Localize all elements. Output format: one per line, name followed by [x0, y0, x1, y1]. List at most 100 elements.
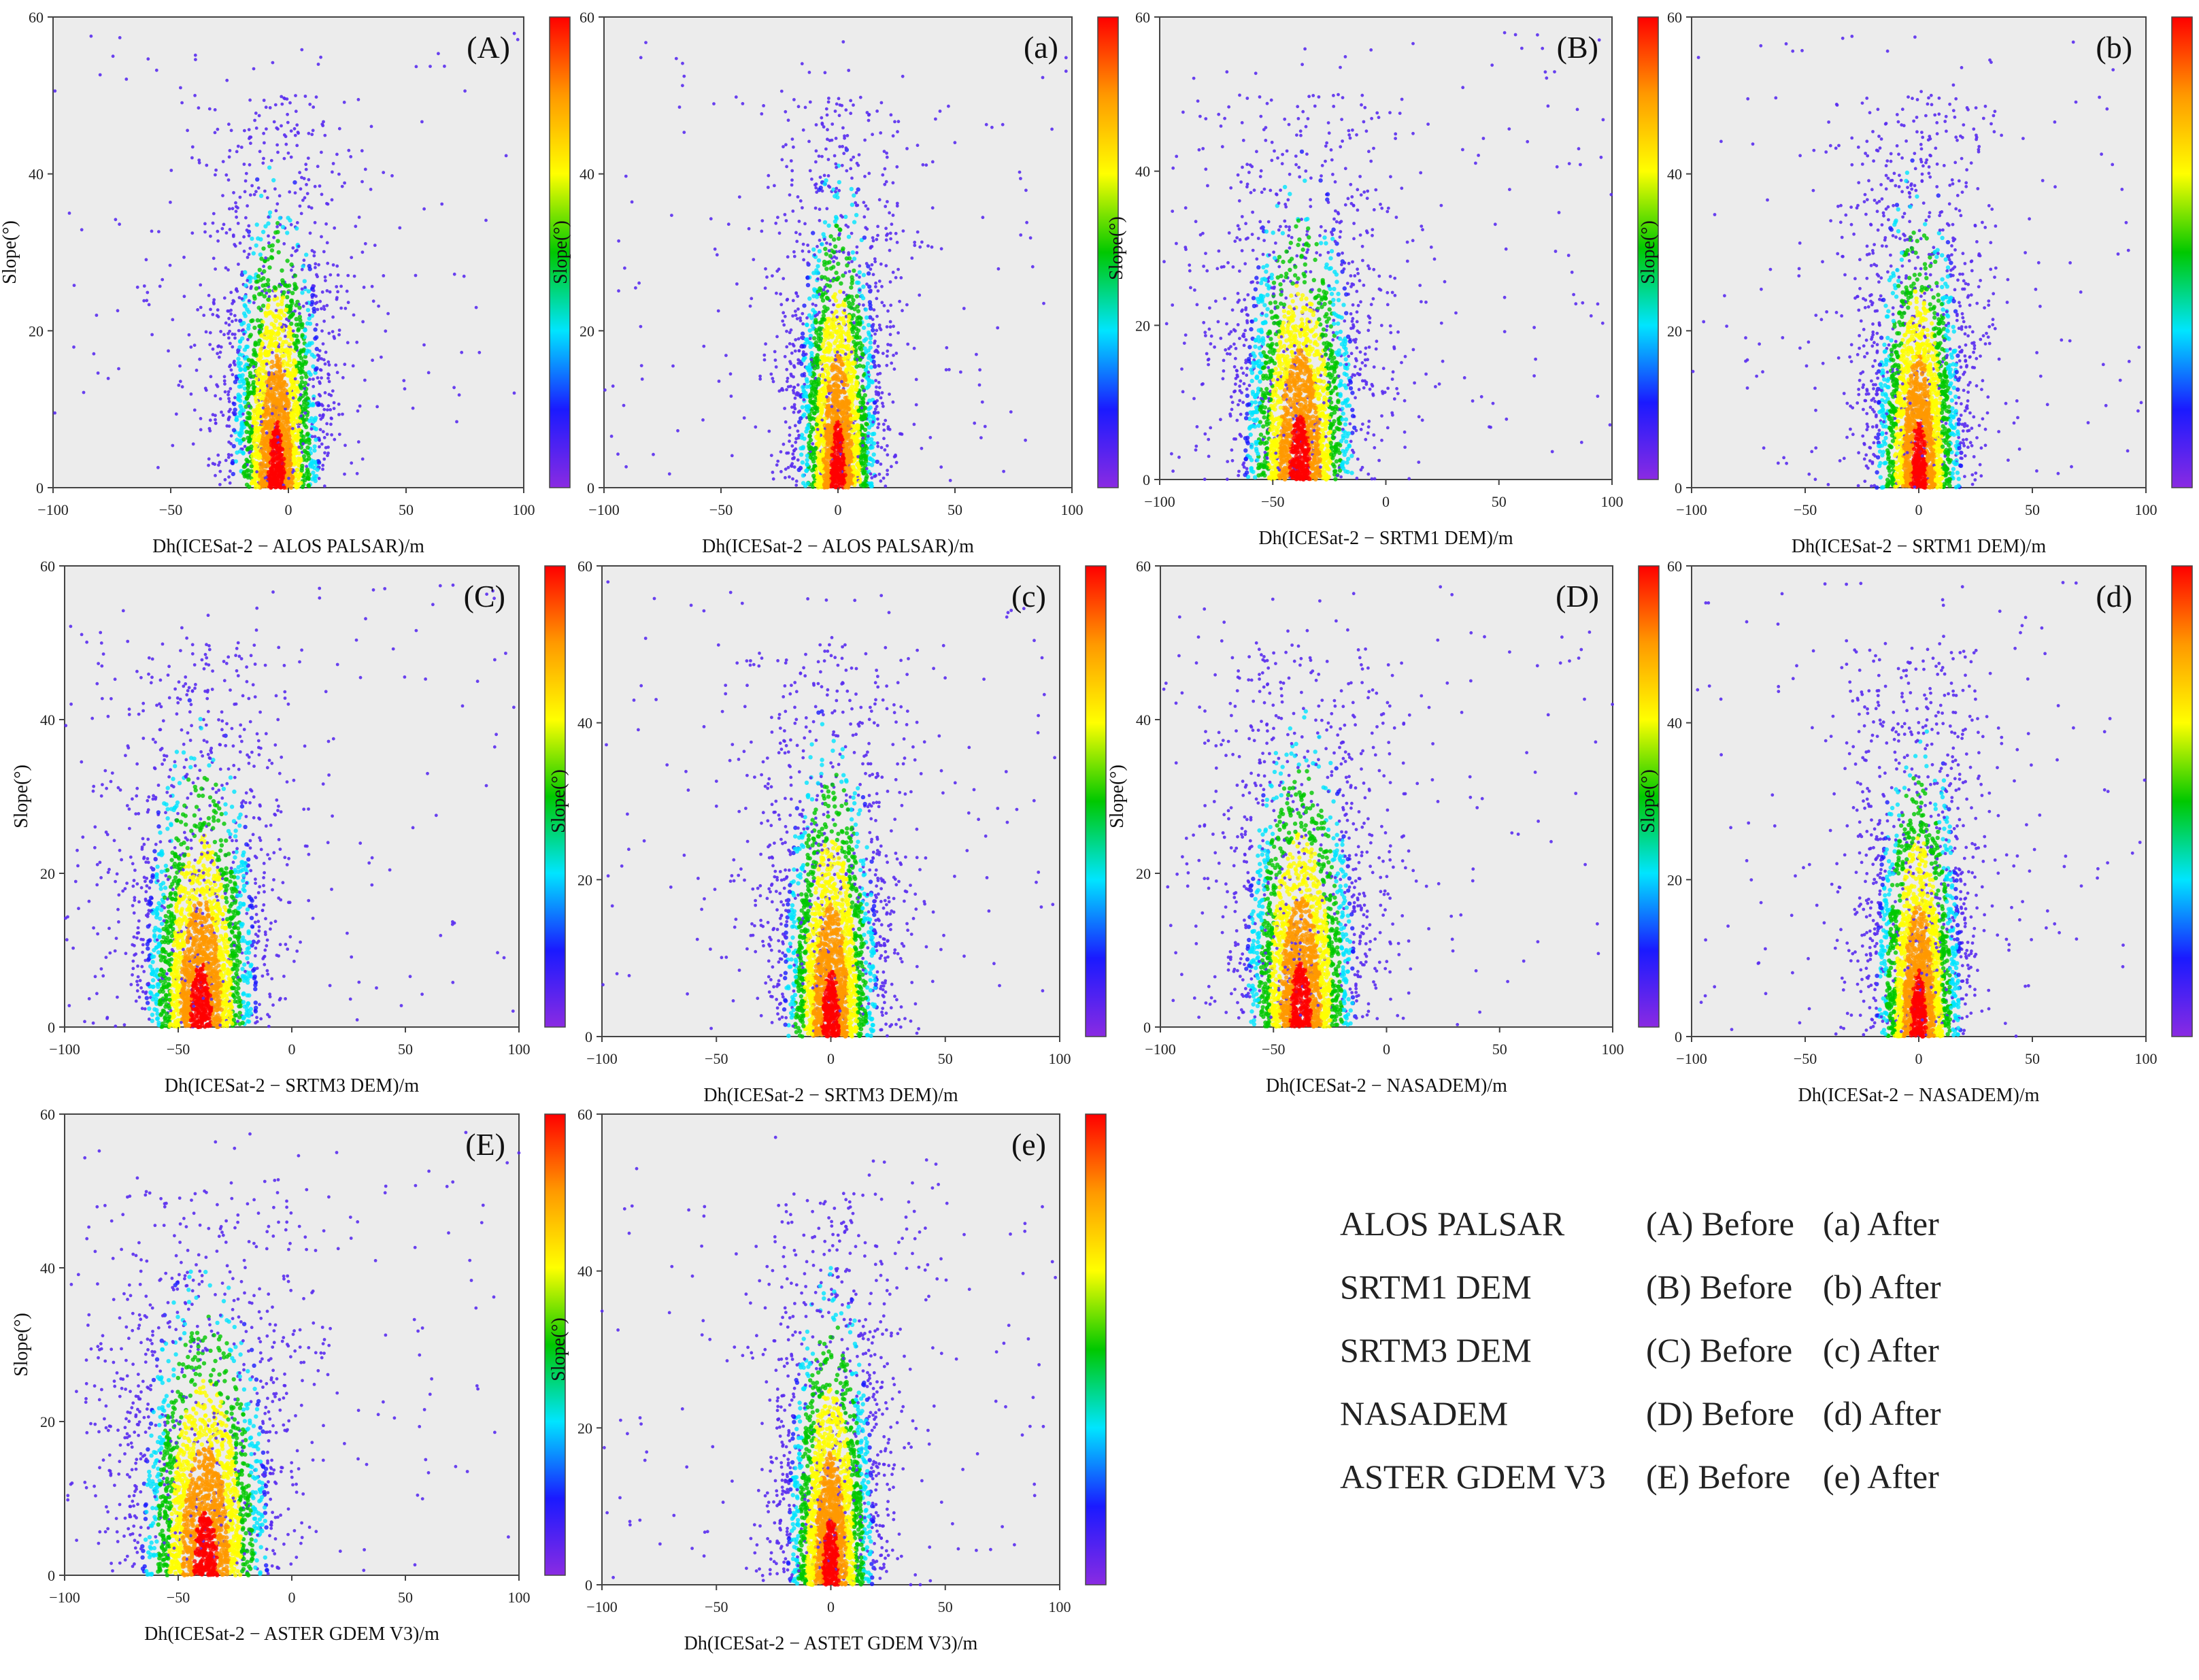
data-point [226, 309, 229, 313]
data-point [824, 358, 828, 362]
data-point [207, 457, 211, 460]
data-point [232, 444, 236, 448]
data-point [886, 444, 889, 448]
data-point [236, 356, 240, 360]
data-point [275, 309, 278, 312]
data-point [847, 324, 851, 328]
data-point [873, 257, 877, 261]
data-point [215, 383, 218, 386]
data-point [875, 110, 879, 113]
data-point [248, 335, 252, 339]
data-point [252, 438, 256, 442]
data-point [256, 274, 261, 278]
data-point [248, 234, 251, 237]
data-point [193, 343, 197, 347]
data-point [145, 299, 148, 302]
data-point [827, 174, 830, 178]
data-point [246, 279, 249, 282]
data-point [307, 289, 311, 293]
data-point [310, 427, 314, 431]
data-point [814, 161, 818, 164]
data-point [323, 451, 326, 454]
data-point [886, 354, 889, 358]
data-point [294, 346, 298, 350]
data-point [867, 119, 871, 122]
data-point [244, 180, 248, 183]
data-point [330, 417, 333, 420]
data-point [307, 370, 311, 374]
legend-dem-name: SRTM3 DEM [1340, 1330, 1532, 1370]
data-point [808, 434, 812, 438]
data-point [640, 364, 643, 367]
data-point [1009, 410, 1013, 414]
data-point [984, 425, 987, 429]
data-point [199, 306, 203, 309]
data-point [928, 436, 932, 439]
data-point [785, 219, 788, 222]
data-point [322, 305, 326, 308]
data-point [232, 191, 235, 195]
data-point [286, 121, 290, 124]
data-point [296, 328, 300, 332]
data-point [118, 36, 122, 39]
legend-after: (b) After [1823, 1267, 1941, 1307]
data-point [271, 351, 274, 354]
data-point [622, 404, 626, 407]
data-point [767, 430, 771, 433]
data-point [850, 281, 854, 285]
data-point [788, 433, 792, 437]
data-point [237, 222, 240, 225]
data-point [212, 256, 216, 260]
data-point [810, 178, 813, 181]
data-point [834, 110, 837, 113]
data-point [291, 427, 295, 431]
data-point [343, 101, 346, 104]
data-point [864, 422, 868, 426]
data-point [412, 407, 415, 410]
data-point [277, 250, 281, 254]
data-point [233, 360, 236, 363]
data-point [188, 333, 191, 337]
data-point [276, 303, 280, 307]
data-point [295, 322, 299, 326]
data-point [273, 187, 277, 190]
data-point [202, 314, 205, 317]
data-point [300, 48, 303, 52]
data-point [818, 154, 821, 158]
data-point [252, 251, 256, 255]
data-point [280, 278, 284, 282]
data-point [241, 379, 246, 383]
data-point [265, 326, 269, 330]
data-point [860, 426, 865, 430]
data-point [805, 463, 809, 467]
data-point [886, 309, 890, 313]
data-point [179, 86, 182, 90]
data-point [858, 153, 861, 156]
data-point [799, 416, 803, 420]
data-point [304, 450, 308, 454]
data-point [256, 387, 260, 391]
data-point [730, 394, 733, 398]
data-point [301, 288, 304, 291]
data-point [293, 480, 297, 484]
data-point [764, 342, 767, 346]
data-point [205, 388, 208, 392]
data-point [867, 271, 871, 275]
data-point [805, 469, 809, 473]
data-point [227, 441, 231, 444]
data-point [364, 168, 367, 171]
data-point [266, 196, 269, 199]
data-point [146, 291, 149, 295]
data-point [318, 446, 321, 449]
data-point [242, 425, 246, 429]
data-point [291, 408, 295, 412]
data-point [265, 127, 268, 131]
data-point [863, 416, 867, 420]
data-point [228, 207, 231, 211]
data-point [832, 303, 835, 307]
data-point [808, 394, 812, 398]
data-point [295, 434, 299, 438]
data-point [261, 360, 265, 364]
data-point [267, 235, 270, 238]
data-point [639, 325, 643, 329]
